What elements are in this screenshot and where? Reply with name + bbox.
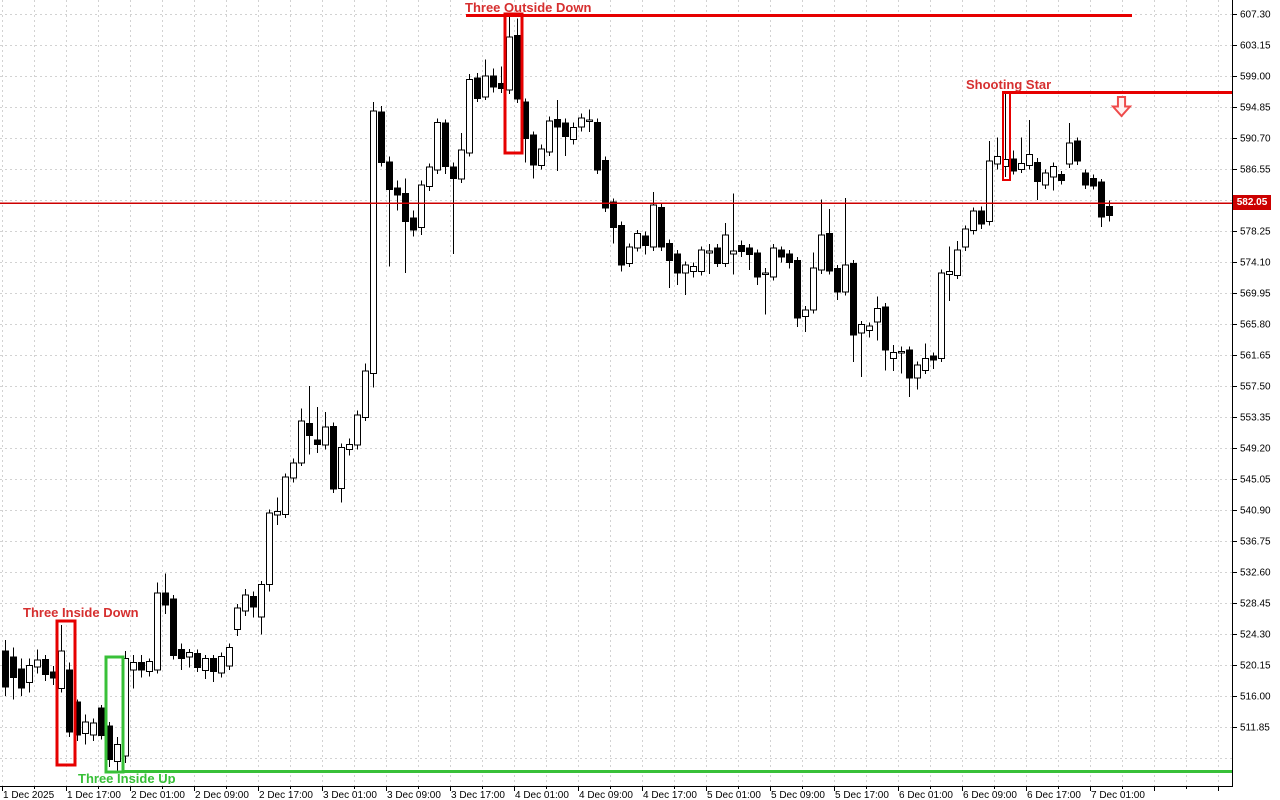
price-axis-label: 603.15 — [1240, 41, 1271, 52]
time-axis-label: 5 Dec 09:00 — [771, 790, 825, 800]
time-axis-label: 2 Dec 17:00 — [259, 790, 313, 800]
price-axis-label: 524.30 — [1240, 630, 1271, 641]
price-axis-label: 511.85 — [1240, 723, 1270, 734]
time-axis-label: 2 Dec 09:00 — [195, 790, 249, 800]
price-axis-label: 599.00 — [1240, 72, 1271, 83]
annotation-three-outside-down: Three Outside Down — [465, 0, 592, 15]
time-axis-label: 6 Dec 09:00 — [963, 790, 1017, 800]
time-axis-label: 4 Dec 01:00 — [515, 790, 569, 800]
price-axis-label: 590.70 — [1240, 134, 1271, 145]
candles-layer — [2, 16, 1113, 773]
time-axis-label: 2 Dec 01:00 — [131, 790, 185, 800]
price-axis-label: 594.85 — [1240, 103, 1271, 114]
time-axis-label: 5 Dec 17:00 — [835, 790, 889, 800]
annotation-three-inside-up: Three Inside Up — [78, 772, 176, 784]
price-axis-label: 520.15 — [1240, 661, 1271, 672]
current-price-badge: 582.05 — [1233, 195, 1271, 210]
time-axis-label: 7 Dec 01:00 — [1091, 790, 1145, 800]
price-axis-label: 528.45 — [1240, 599, 1271, 610]
time-axis-label: 4 Dec 17:00 — [643, 790, 697, 800]
time-axis-label: 3 Dec 01:00 — [323, 790, 377, 800]
price-axis-label: 561.65 — [1240, 351, 1271, 362]
pattern-annotations-layer — [55, 12, 1232, 774]
price-axis-label: 516.00 — [1240, 692, 1271, 703]
time-axis-label: 6 Dec 01:00 — [899, 790, 953, 800]
price-axis-label: 578.25 — [1240, 227, 1271, 238]
time-axis-label: 3 Dec 09:00 — [387, 790, 441, 800]
time-axis-label: 4 Dec 09:00 — [579, 790, 633, 800]
annotation-three-inside-down: Three Inside Down — [23, 605, 139, 620]
time-axis-label: 6 Dec 17:00 — [1027, 790, 1081, 800]
price-axis-label: 569.95 — [1240, 289, 1271, 300]
price-axis-label: 549.20 — [1240, 444, 1271, 455]
price-axis-label: 607.30 — [1240, 10, 1271, 21]
time-axis-label: 1 Dec 17:00 — [67, 790, 121, 800]
price-axis-label: 540.90 — [1240, 506, 1271, 517]
grid-layer — [0, 0, 1232, 786]
time-axis-label: 1 Dec 2025 — [3, 790, 55, 800]
price-axis-label: 532.60 — [1240, 568, 1271, 579]
annotation-shooting-star: Shooting Star — [966, 77, 1052, 92]
price-axis-label: 557.50 — [1240, 382, 1271, 393]
price-axis-label: 536.75 — [1240, 537, 1271, 548]
price-axis-label: 553.35 — [1240, 413, 1271, 424]
price-axis-label: 574.10 — [1240, 258, 1271, 269]
time-axis-label: 5 Dec 01:00 — [707, 790, 761, 800]
time-axis-label: 3 Dec 17:00 — [451, 790, 505, 800]
price-axis-label: 545.05 — [1240, 475, 1271, 486]
price-axis-label: 586.55 — [1240, 165, 1271, 176]
price-axis-label: 565.80 — [1240, 320, 1271, 331]
